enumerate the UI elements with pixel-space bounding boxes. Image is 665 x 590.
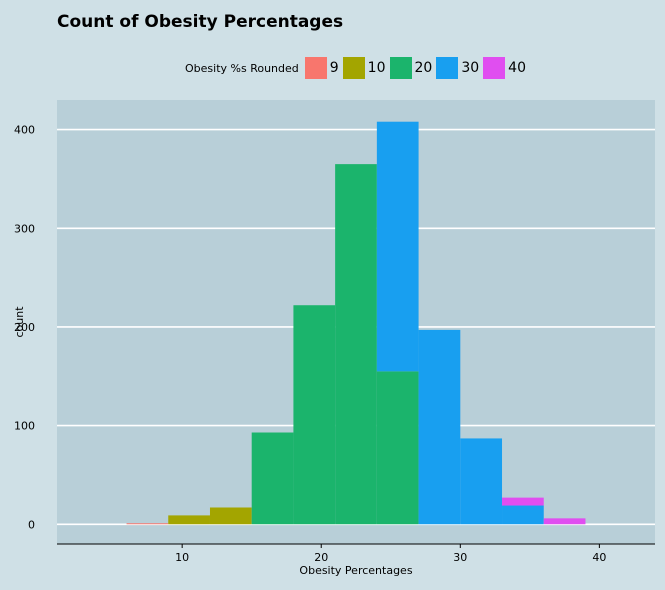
- histogram-bar: [209, 507, 252, 525]
- legend-swatch-10: [342, 57, 365, 79]
- x-tick-label: 30: [453, 551, 467, 564]
- legend-label-9: 9: [329, 60, 339, 76]
- y-axis-title: count: [13, 306, 26, 338]
- x-axis-title: Obesity Percentages: [299, 564, 412, 577]
- legend-item-20: 20: [389, 57, 433, 79]
- legend: Obesity %s Rounded 9 10 20 30 40: [185, 56, 530, 80]
- histogram-bar: [502, 497, 544, 506]
- y-tick-label: 100: [14, 420, 35, 433]
- histogram-bar: [502, 505, 544, 525]
- legend-swatch-40: [483, 57, 506, 79]
- histogram-bar: [251, 432, 294, 525]
- y-tick-label: 300: [14, 222, 35, 235]
- histogram-bar: [293, 305, 336, 525]
- histogram-bar: [126, 523, 169, 525]
- histogram-bar: [460, 438, 503, 525]
- legend-label-10: 10: [367, 60, 386, 76]
- y-tick-label: 0: [28, 518, 35, 531]
- legend-label-20: 20: [414, 60, 433, 76]
- chart-title: Count of Obesity Percentages: [57, 12, 344, 32]
- x-tick-label: 20: [314, 551, 328, 564]
- legend-item-9: 9: [304, 57, 339, 79]
- histogram-bar: [376, 371, 419, 525]
- x-tick-label: 40: [592, 551, 606, 564]
- legend-item-30: 30: [436, 57, 479, 79]
- legend-swatch-30: [436, 57, 459, 79]
- histogram-bar: [335, 164, 377, 525]
- y-tick-label: 200: [14, 321, 35, 334]
- histogram-bar: [376, 121, 419, 372]
- histogram-bar: [418, 329, 461, 525]
- legend-item-10: 10: [342, 57, 386, 79]
- legend-label-40: 40: [508, 60, 526, 76]
- x-tick-label: 10: [175, 551, 189, 564]
- y-tick-label: 400: [14, 124, 35, 137]
- legend-title: Obesity %s Rounded: [185, 61, 299, 75]
- legend-label-30: 30: [461, 60, 480, 76]
- legend-item-40: 40: [483, 57, 526, 79]
- histogram-bar: [168, 515, 210, 525]
- legend-swatch-20: [389, 57, 412, 79]
- legend-swatch-9: [304, 57, 327, 79]
- histogram-bar: [543, 518, 586, 525]
